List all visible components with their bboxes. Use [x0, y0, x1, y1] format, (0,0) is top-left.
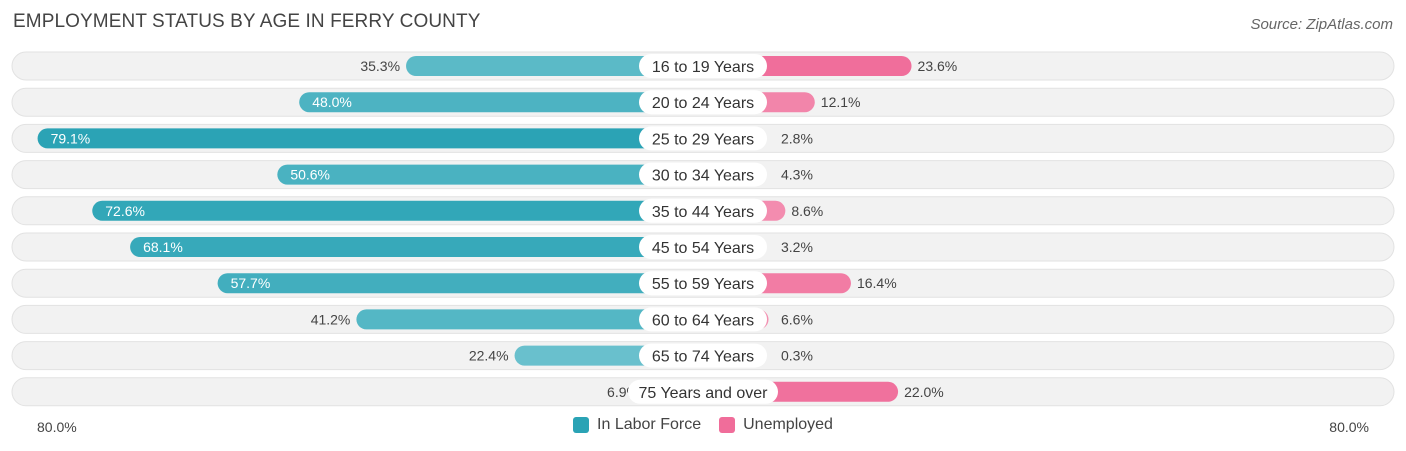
unemployed-value-label: 3.2% [781, 239, 813, 255]
legend-swatch-unemployed [719, 417, 736, 433]
category-label: 35 to 44 Years [652, 204, 754, 221]
category-label-background [639, 307, 767, 332]
category-label-background [639, 126, 767, 151]
category-label-background [639, 343, 767, 368]
unemployed-value-label: 16.4% [857, 275, 897, 291]
labor-value-label: 57.7% [231, 275, 271, 291]
unemployed-value-label: 12.1% [821, 94, 861, 110]
unemployed-value-label: 0.3% [781, 348, 813, 364]
labor-value-label: 79.1% [51, 130, 91, 146]
category-label: 16 to 19 Years [652, 59, 754, 76]
unemployed-value-label: 4.3% [781, 167, 813, 183]
labor-force-bar [37, 128, 704, 149]
unemployed-value-label: 22.0% [904, 384, 944, 400]
category-label-background [639, 162, 767, 187]
source-label: Source: ZipAtlas.com [1250, 16, 1393, 33]
chart-title: EMPLOYMENT STATUS BY AGE IN FERRY COUNTY [13, 11, 481, 32]
unemployed-value-label: 23.6% [918, 58, 958, 74]
labor-force-bar [356, 309, 703, 330]
category-label: 45 to 54 Years [652, 240, 754, 257]
labor-value-label: 41.2% [311, 311, 351, 327]
labor-value-label: 68.1% [143, 239, 183, 255]
category-label-background [628, 379, 778, 404]
legend-label-unemployed: Unemployed [743, 416, 833, 433]
axis-right-label: 80.0% [1329, 419, 1369, 435]
labor-force-bar [299, 92, 703, 113]
category-label: 60 to 64 Years [652, 312, 754, 329]
legend-item-labor: In Labor Force [573, 416, 701, 434]
category-label: 25 to 29 Years [652, 131, 754, 148]
labor-value-label: 22.4% [469, 348, 509, 364]
category-label-background [639, 90, 767, 115]
category-label-background [639, 235, 767, 259]
labor-force-bar [277, 164, 703, 185]
axis-left-label: 80.0% [37, 419, 77, 435]
labor-value-label: 72.6% [105, 203, 145, 219]
labor-value-label: 35.3% [360, 58, 400, 74]
category-label-background [639, 54, 767, 78]
labor-value-label: 50.6% [290, 167, 330, 183]
chart-area: 35.3% 23.6% 16 to 19 Years 48.0% 12.1% 20 to … [11, 51, 1395, 407]
category-label-background [639, 198, 767, 223]
labor-force-bar [130, 237, 703, 257]
unemployed-value-label: 2.8% [781, 130, 813, 146]
category-label: 30 to 34 Years [652, 168, 754, 185]
labor-force-bar [406, 56, 703, 76]
legend-label-labor: In Labor Force [597, 416, 702, 433]
category-label: 75 Years and over [639, 385, 769, 402]
unemployed-value-label: 8.6% [791, 203, 823, 219]
legend-item-unemployed: Unemployed [719, 416, 833, 434]
category-label: 20 to 24 Years [652, 95, 754, 112]
legend-swatch-labor [573, 417, 590, 433]
category-label: 55 to 59 Years [652, 276, 754, 293]
labor-force-bar [217, 273, 703, 294]
labor-value-label: 48.0% [312, 94, 352, 110]
legend: In Labor Force Unemployed [0, 416, 1406, 434]
unemployed-value-label: 6.6% [781, 311, 813, 327]
labor-force-bar [92, 200, 703, 221]
category-label: 65 to 74 Years [652, 349, 754, 366]
category-label-background [639, 271, 767, 296]
